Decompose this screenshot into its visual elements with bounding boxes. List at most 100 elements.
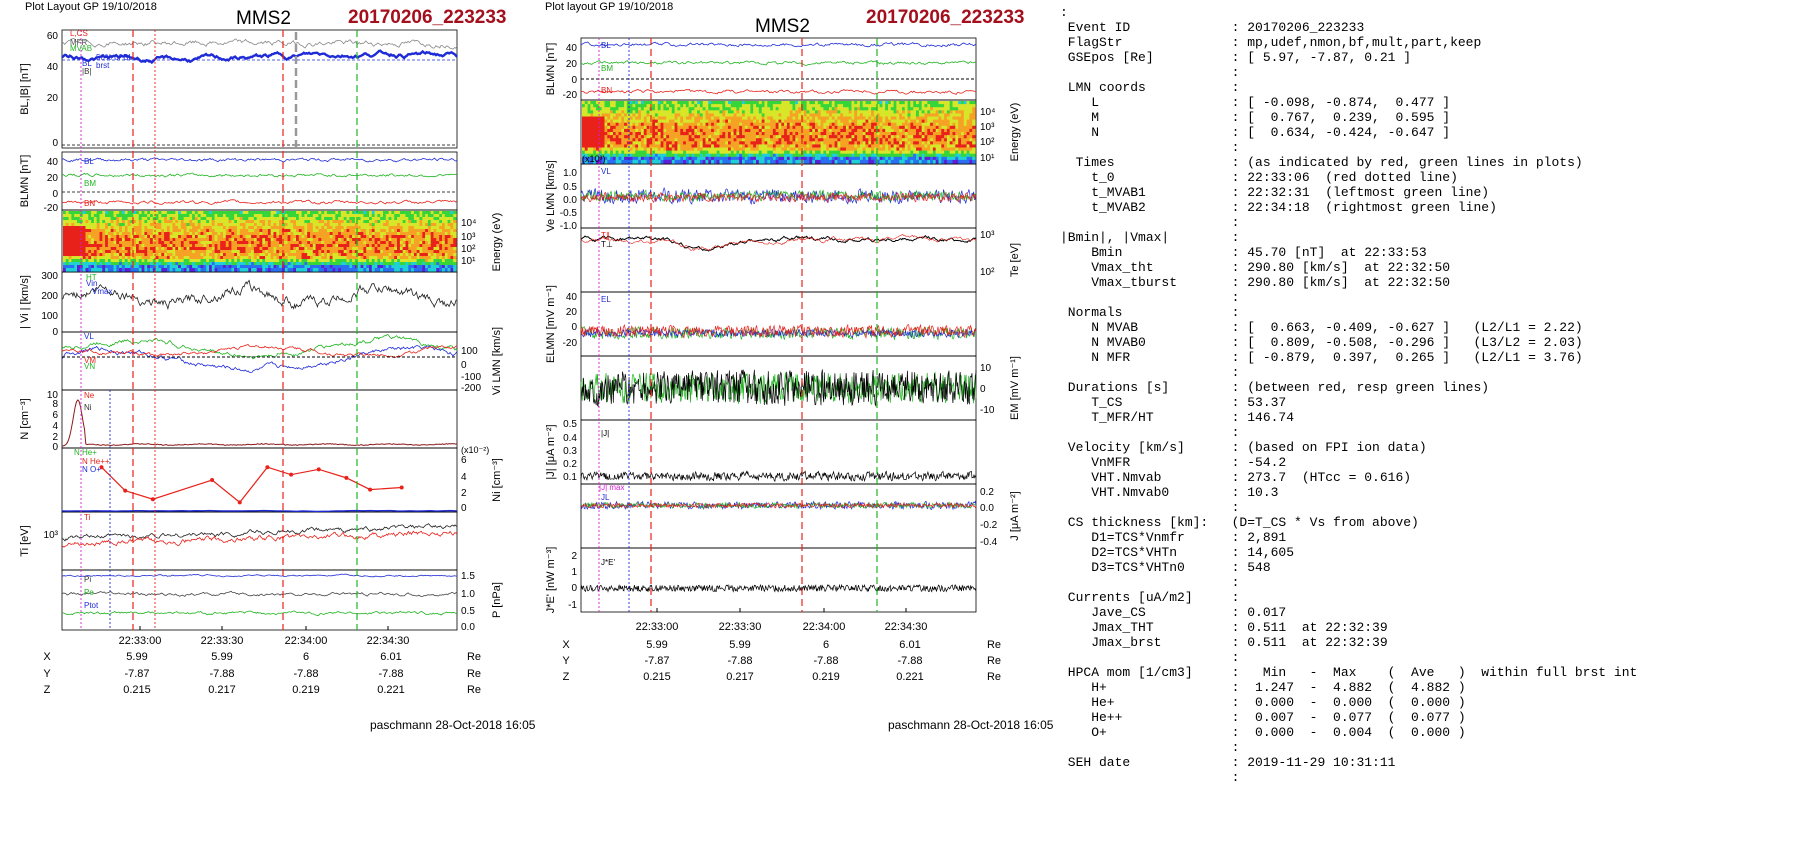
info-line: O+ : 0.000 - 0.004 ( 0.000 ) bbox=[1060, 725, 1466, 740]
info-line: M : [ 0.767, 0.239, 0.595 ] bbox=[1060, 110, 1451, 125]
right-spacecraft-title: MMS2 bbox=[755, 16, 810, 37]
jn-series bbox=[580, 502, 977, 509]
y-tick-label: 20 bbox=[566, 59, 578, 70]
unit-note: (x10⁻²) bbox=[461, 445, 489, 455]
legend-entry: BL bbox=[82, 59, 92, 68]
pos-value: -7.88 bbox=[727, 655, 752, 667]
y-tick-label: 8 bbox=[52, 399, 58, 410]
y-tick-label: 10² bbox=[461, 244, 476, 255]
info-line: He++ : 0.007 - 0.077 ( 0.077 ) bbox=[1060, 710, 1466, 725]
y-tick-label: 40 bbox=[566, 43, 578, 54]
panel-frame bbox=[61, 331, 458, 391]
he-plus-point bbox=[368, 487, 373, 492]
legend-entry: BN bbox=[84, 199, 95, 208]
pos-unit: Re bbox=[987, 639, 1001, 651]
legend-entry: N He++ bbox=[82, 457, 110, 466]
legend-entry: VL bbox=[601, 167, 611, 176]
bl-series bbox=[61, 49, 458, 65]
info-line: : bbox=[1060, 425, 1240, 440]
right-footer: paschmann 28-Oct-2018 16:05 bbox=[888, 718, 1054, 732]
legend-entry: BL bbox=[84, 157, 94, 166]
y-tick-label: 10⁴ bbox=[980, 107, 995, 118]
info-line: t_MVAB1 : 22:32:31 (leftmost green line) bbox=[1060, 185, 1490, 200]
info-line: Jave_CS : 0.017 bbox=[1060, 605, 1287, 620]
y-axis-label: BLMN [nT] bbox=[19, 155, 31, 208]
legend-entry: |J| bbox=[601, 429, 609, 438]
bn-series bbox=[580, 88, 977, 95]
legend-entry: VM bbox=[84, 356, 96, 365]
info-line: Durations [s] : (between red, resp green… bbox=[1060, 380, 1490, 395]
y-tick-label: 10¹ bbox=[980, 153, 995, 164]
pos-row-label: Z bbox=[44, 684, 51, 696]
y-tick-label: 4 bbox=[461, 472, 467, 483]
y-tick-label: 100 bbox=[41, 311, 58, 322]
te-perp-series bbox=[580, 234, 977, 251]
panel-frame bbox=[61, 29, 458, 149]
x-tick-label: 22:34:30 bbox=[367, 635, 410, 647]
y-axis-label: Energy (eV) bbox=[491, 213, 503, 272]
legend-entry: BL bbox=[601, 41, 611, 50]
pos-value: 6.01 bbox=[380, 651, 401, 663]
y-tick-label: 0.2 bbox=[563, 459, 577, 470]
legend-entry: Ti bbox=[84, 513, 91, 522]
pos-value: -7.88 bbox=[293, 668, 318, 680]
y-tick-label: 0 bbox=[461, 360, 467, 371]
info-line: |Bmin|, |Vmax| : bbox=[1060, 230, 1240, 245]
info-line: N MVAB0 : [ 0.809, -0.508, -0.296 ] (L3/… bbox=[1060, 335, 1583, 350]
y-tick-label: 10 bbox=[47, 390, 59, 401]
y-tick-label: 0.5 bbox=[563, 419, 577, 430]
y-axis-label: EM [mV m⁻¹] bbox=[1009, 356, 1021, 420]
info-line: Bmin : 45.70 [nT] at 22:33:53 bbox=[1060, 245, 1427, 260]
y-tick-label: 0 bbox=[52, 442, 58, 453]
pos-row-label: X bbox=[43, 651, 51, 663]
y-tick-label: 2 bbox=[461, 488, 467, 499]
y-tick-label: 0 bbox=[571, 75, 577, 86]
y-tick-label: -20 bbox=[563, 338, 578, 349]
y-tick-label: 60 bbox=[47, 31, 59, 42]
pos-unit: Re bbox=[987, 655, 1001, 667]
right-energy-spectrogram bbox=[582, 101, 976, 164]
info-line: T_MFR/HT : 146.74 bbox=[1060, 410, 1295, 425]
y-tick-label: -0.5 bbox=[560, 208, 578, 219]
info-line: Event ID : 20170206_223233 bbox=[1060, 20, 1365, 35]
info-line: : bbox=[1060, 650, 1240, 665]
he-plus-point bbox=[316, 467, 321, 472]
pos-value: -7.87 bbox=[644, 655, 669, 667]
y-tick-label: 0 bbox=[571, 322, 577, 333]
bl-series bbox=[580, 41, 977, 48]
info-line: VHT.Nmvab0 : 10.3 bbox=[1060, 485, 1279, 500]
x-tick-label: 22:33:30 bbox=[719, 621, 762, 633]
y-axis-label: P [nPa] bbox=[491, 582, 503, 618]
info-line: Velocity [km/s] : (based on FPI ion data… bbox=[1060, 440, 1427, 455]
panel-frame bbox=[61, 389, 458, 449]
legend-entry: T∥ bbox=[601, 231, 610, 240]
legend-entry: Vin bbox=[86, 279, 97, 288]
he-plus-point bbox=[399, 485, 404, 490]
y-axis-label: | Vi | [km/s] bbox=[19, 275, 31, 329]
he-plus-point bbox=[210, 478, 215, 482]
legend-entry: Ne bbox=[84, 391, 95, 400]
info-line: : bbox=[1060, 740, 1240, 755]
y-tick-label: 40 bbox=[47, 62, 59, 73]
info-line: FlagStr : mp,udef,nmon,bf,mult,part,keep bbox=[1060, 35, 1482, 50]
left-layout-label: Plot Layout GP 19/10/2018 bbox=[25, 1, 157, 13]
y-tick-label: 6 bbox=[52, 410, 58, 421]
y-axis-label: Te [eV] bbox=[1009, 243, 1021, 277]
info-line: Currents [uA/m2] : bbox=[1060, 590, 1240, 605]
y-tick-label: 2 bbox=[571, 551, 577, 562]
y-tick-label: 0 bbox=[461, 503, 467, 514]
y-tick-label: 40 bbox=[47, 157, 59, 168]
je-series bbox=[580, 583, 977, 593]
y-axis-label: N [cm⁻³] bbox=[19, 398, 31, 439]
pos-value: 5.99 bbox=[646, 639, 667, 651]
y-tick-label: 0.5 bbox=[461, 606, 475, 617]
legend-entry: |J| max bbox=[599, 483, 625, 492]
em-black-series bbox=[580, 369, 977, 408]
legend-entry: N O+ bbox=[82, 465, 101, 474]
left-event-title: 20170206_223233 bbox=[348, 7, 507, 28]
pos-value: 6 bbox=[303, 651, 309, 663]
event-info-panel: : Event ID : 20170206_223233 FlagStr : m… bbox=[1060, 5, 1637, 785]
pos-unit: Re bbox=[467, 651, 481, 663]
pos-value: -7.88 bbox=[813, 655, 838, 667]
y-tick-label: 10² bbox=[980, 137, 995, 148]
